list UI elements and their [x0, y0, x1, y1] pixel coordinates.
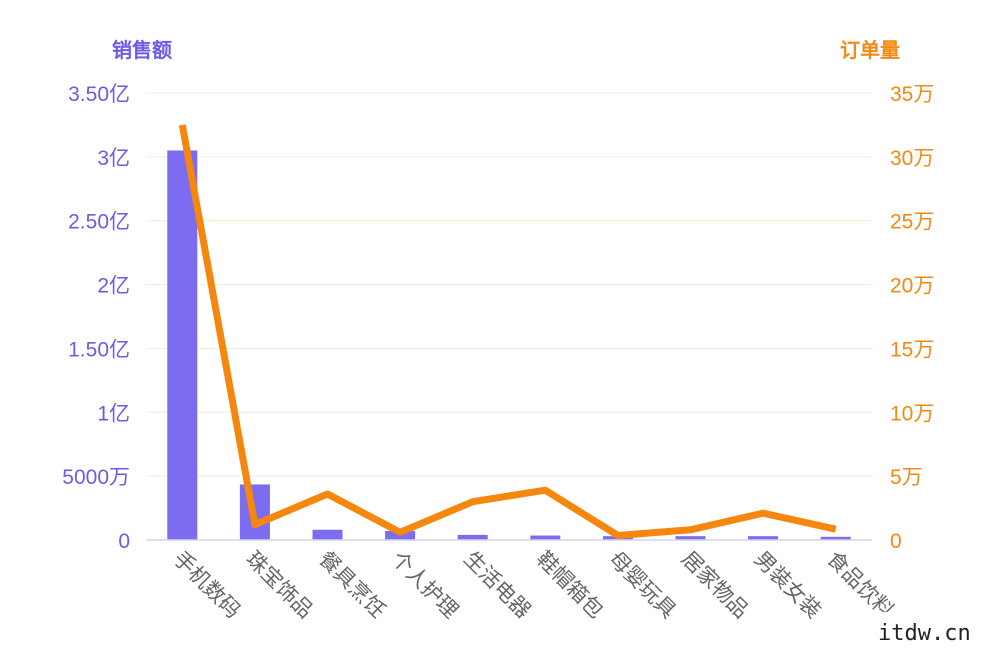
- left-tick-label: 3.50亿: [68, 83, 130, 106]
- bar-餐具烹饪: [312, 529, 343, 540]
- right-tick-label: 35万: [890, 83, 934, 106]
- bars-layer: [167, 150, 851, 540]
- line-series-orders: [178, 124, 837, 540]
- right-tick-label: 0: [890, 530, 902, 553]
- watermark-background: [868, 612, 994, 648]
- bar-男装女装: [748, 536, 779, 540]
- left-tick-label: 1.50亿: [68, 338, 130, 361]
- left-tick-label: 2亿: [97, 275, 130, 298]
- category-label: 鞋帽箱包: [532, 547, 608, 623]
- category-label: 餐具烹饪: [314, 547, 390, 623]
- category-label: 居家物品: [677, 547, 753, 623]
- bar-生活电器: [457, 534, 488, 540]
- bar-食品饮料: [820, 536, 851, 540]
- left-tick-label: 0: [118, 530, 130, 553]
- category-label: 食品饮料: [822, 547, 898, 623]
- right-tick-label: 30万: [890, 147, 934, 170]
- grid-layer: [146, 92, 872, 477]
- left-tick-label: 3亿: [97, 147, 130, 170]
- category-label: 母婴玩具: [604, 547, 680, 623]
- bar-手机数码: [167, 150, 198, 540]
- left-tick-label: 1亿: [97, 402, 130, 425]
- bar-鞋帽箱包: [530, 535, 561, 540]
- right-axis-title: 订单量: [840, 38, 900, 62]
- right-tick-label: 15万: [890, 338, 934, 361]
- right-tick-label: 5万: [890, 466, 923, 489]
- right-tick-label: 25万: [890, 211, 934, 234]
- left-axis-title: 销售额: [112, 38, 172, 62]
- line-layer: [178, 124, 837, 540]
- category-label: 男装女装: [750, 547, 826, 623]
- right-tick-label: 10万: [890, 402, 934, 425]
- category-label: 珠宝饰品: [241, 547, 317, 623]
- category-label: 手机数码: [169, 547, 245, 623]
- category-label: 生活电器: [459, 547, 535, 623]
- left-tick-label: 5000万: [62, 466, 130, 489]
- right-tick-label: 20万: [890, 275, 934, 298]
- category-label: 个人护理: [387, 547, 463, 623]
- bar-居家物品: [675, 536, 706, 540]
- left-tick-label: 2.50亿: [68, 211, 130, 234]
- watermark-text: itdw.cn: [878, 621, 971, 646]
